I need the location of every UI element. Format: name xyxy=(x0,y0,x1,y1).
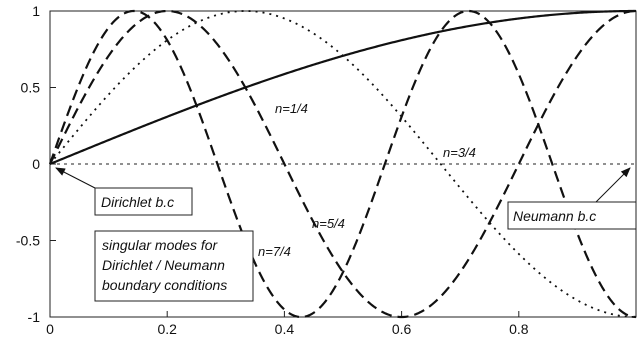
axis-ticks: 0 0.2 0.4 0.6 0.8 1 0.5 0 -0.5 -1 xyxy=(16,3,529,337)
x-tick-label: 0 xyxy=(46,321,54,337)
caption-box: singular modes for Dirichlet / Neumann b… xyxy=(94,230,254,302)
dirichlet-annotation: Dirichlet b.c xyxy=(55,167,193,216)
dirichlet-label: Dirichlet b.c xyxy=(101,194,174,210)
label-n-1-4: n=1/4 xyxy=(275,101,308,116)
x-tick-label: 0.2 xyxy=(157,321,177,337)
label-n-3-4: n=3/4 xyxy=(443,145,476,160)
curves xyxy=(48,9,637,319)
caption-line-2: Dirichlet / Neumann xyxy=(102,257,225,273)
y-tick-label: 1 xyxy=(32,3,40,19)
curve-n-1 xyxy=(49,10,637,318)
x-tick-label: 0.8 xyxy=(509,321,529,337)
dirichlet-arrow xyxy=(55,167,96,189)
caption-line-3: boundary conditions xyxy=(102,277,227,293)
y-tick-label: -0.5 xyxy=(16,233,40,249)
neumann-label: Neumann b.c xyxy=(513,208,596,224)
y-tick-label: 0 xyxy=(32,156,40,172)
label-n-5-4: n=5/4 xyxy=(312,216,345,231)
neumann-annotation: Neumann b.c xyxy=(507,167,637,230)
neumann-arrow xyxy=(595,167,631,203)
y-tick-label: 0.5 xyxy=(21,80,41,96)
curve-n-0 xyxy=(49,9,636,166)
caption-line-1: singular modes for xyxy=(102,237,219,253)
curve-n-3 xyxy=(48,9,637,319)
y-tick-label: -1 xyxy=(28,309,41,325)
x-tick-label: 0.6 xyxy=(392,321,412,337)
x-tick-label: 0.4 xyxy=(275,321,295,337)
label-n-7-4: n=7/4 xyxy=(258,244,291,259)
